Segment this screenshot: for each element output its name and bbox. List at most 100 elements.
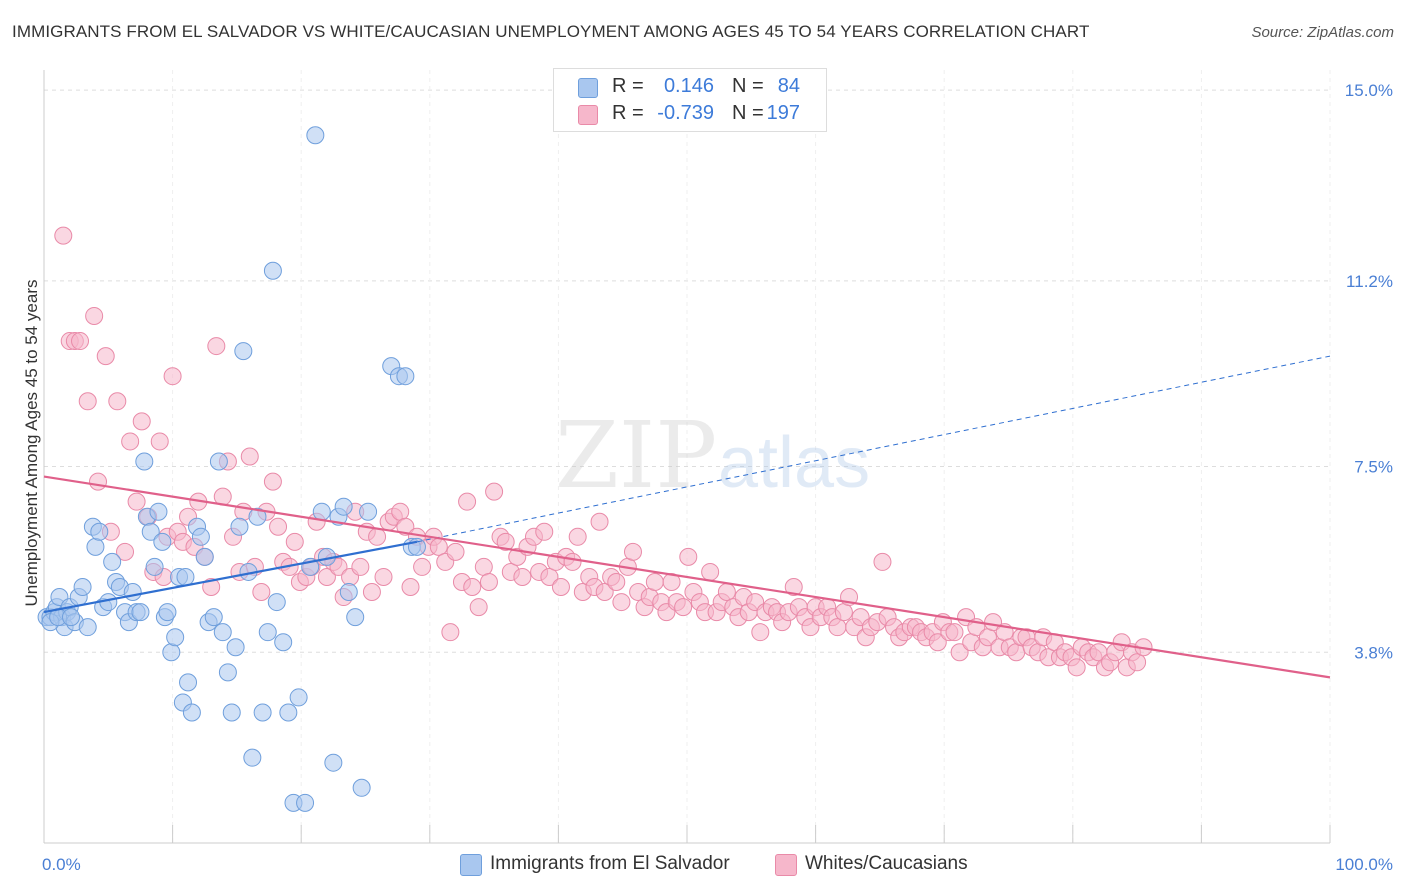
point-el-salvador xyxy=(230,517,249,536)
tick-labels: 3.8% 7.5% 11.2% 15.0% 0.0% 100.0% xyxy=(42,81,1393,874)
point-whites-caucasians xyxy=(401,578,420,597)
point-el-salvador xyxy=(339,583,358,602)
point-whites-caucasians xyxy=(85,306,104,325)
y-tick-label: 3.8% xyxy=(1354,643,1393,662)
point-el-salvador xyxy=(123,583,142,602)
point-el-salvador xyxy=(407,537,426,556)
point-whites-caucasians xyxy=(108,392,127,411)
point-el-salvador xyxy=(153,532,172,551)
legend-label: Immigrants from El Salvador xyxy=(490,853,730,874)
legend-n-value: 84 xyxy=(777,75,800,97)
point-whites-caucasians xyxy=(828,618,847,637)
point-whites-caucasians xyxy=(950,643,969,662)
point-whites-caucasians xyxy=(263,472,282,491)
point-el-salvador xyxy=(352,778,371,797)
point-whites-caucasians xyxy=(89,472,108,491)
point-el-salvador xyxy=(191,527,210,546)
point-whites-caucasians xyxy=(568,527,587,546)
point-el-salvador xyxy=(73,578,92,597)
point-whites-caucasians xyxy=(329,557,348,576)
point-whites-caucasians xyxy=(496,532,515,551)
x-tick-label: 100.0% xyxy=(1335,855,1393,874)
point-whites-caucasians xyxy=(607,572,626,591)
point-whites-caucasians xyxy=(374,567,393,586)
point-whites-caucasians xyxy=(563,552,582,571)
legend-n-label: N = xyxy=(732,75,764,97)
legend-row-whites: R = -0.739 N = 197 xyxy=(554,101,826,127)
point-whites-caucasians xyxy=(96,347,115,366)
point-whites-caucasians xyxy=(873,552,892,571)
point-whites-caucasians xyxy=(834,603,853,622)
point-whites-caucasians xyxy=(623,542,642,561)
point-el-salvador xyxy=(267,593,286,612)
legend-n-value: 197 xyxy=(766,102,800,124)
point-whites-caucasians xyxy=(116,542,135,561)
point-el-salvador xyxy=(141,522,160,541)
point-whites-caucasians xyxy=(78,392,97,411)
point-whites-caucasians xyxy=(252,583,271,602)
legend-r-value: 0.146 xyxy=(663,75,714,97)
point-el-salvador xyxy=(195,547,214,566)
legend-swatch-pink xyxy=(578,105,598,125)
trend-line-el-salvador xyxy=(43,540,418,614)
legend-row-el-salvador: R = 0.146 N = 84 xyxy=(554,74,826,100)
chart-source: Source: ZipAtlas.com xyxy=(1251,24,1394,41)
point-whites-caucasians xyxy=(612,593,631,612)
point-whites-caucasians xyxy=(132,412,151,431)
point-el-salvador xyxy=(248,507,267,526)
legend-swatch-blue xyxy=(578,78,598,98)
point-whites-caucasians xyxy=(674,598,693,617)
watermark: ZIP atlas xyxy=(555,402,870,509)
point-whites-caucasians xyxy=(479,572,498,591)
point-whites-caucasians xyxy=(240,447,259,466)
point-el-salvador xyxy=(396,367,415,386)
legend-label: Whites/Caucasians xyxy=(805,853,968,874)
point-el-salvador xyxy=(103,552,122,571)
point-el-salvador xyxy=(243,748,262,767)
point-whites-caucasians xyxy=(1128,653,1147,672)
y-tick-label: 7.5% xyxy=(1354,458,1393,477)
point-whites-caucasians xyxy=(54,226,73,245)
trend-line-whites-caucasians xyxy=(43,475,1331,679)
point-whites-caucasians xyxy=(717,583,736,602)
point-el-salvador xyxy=(312,502,331,521)
point-el-salvador xyxy=(346,608,365,627)
point-whites-caucasians xyxy=(701,562,720,581)
point-el-salvador xyxy=(213,623,232,642)
legend-n-label: N = xyxy=(732,102,764,124)
legend-r-value: -0.739 xyxy=(657,102,714,124)
point-el-salvador xyxy=(149,502,168,521)
point-whites-caucasians xyxy=(391,502,410,521)
point-el-salvador xyxy=(234,342,253,361)
watermark-atlas: atlas xyxy=(718,423,870,503)
point-whites-caucasians xyxy=(590,512,609,531)
trend-line-el-salvador-extension xyxy=(416,355,1331,543)
point-whites-caucasians xyxy=(595,583,614,602)
point-whites-caucasians xyxy=(513,567,532,586)
point-el-salvador xyxy=(176,567,195,586)
point-whites-caucasians xyxy=(362,583,381,602)
point-el-salvador xyxy=(182,703,201,722)
point-el-salvador xyxy=(258,623,277,642)
point-el-salvador xyxy=(306,126,325,145)
point-whites-caucasians xyxy=(446,542,465,561)
point-whites-caucasians xyxy=(540,567,559,586)
point-el-salvador xyxy=(135,452,154,471)
point-whites-caucasians xyxy=(751,623,770,642)
point-whites-caucasians xyxy=(121,432,140,451)
point-el-salvador xyxy=(296,793,315,812)
point-whites-caucasians xyxy=(679,547,698,566)
point-whites-caucasians xyxy=(368,527,387,546)
y-axis-label: Unemployment Among Ages 45 to 54 years xyxy=(22,280,41,607)
point-whites-caucasians xyxy=(458,492,477,511)
point-whites-caucasians xyxy=(269,517,288,536)
x-tick-label: 0.0% xyxy=(42,855,81,874)
point-whites-caucasians xyxy=(1007,643,1026,662)
legend-swatch-blue xyxy=(460,854,482,876)
chart-title: IMMIGRANTS FROM EL SALVADOR VS WHITE/CAU… xyxy=(12,22,1090,41)
stats-legend: R = 0.146 N = 84 R = -0.739 N = 197 xyxy=(553,68,827,132)
point-whites-caucasians xyxy=(1067,658,1086,677)
point-el-salvador xyxy=(324,753,343,772)
point-el-salvador xyxy=(263,261,282,280)
